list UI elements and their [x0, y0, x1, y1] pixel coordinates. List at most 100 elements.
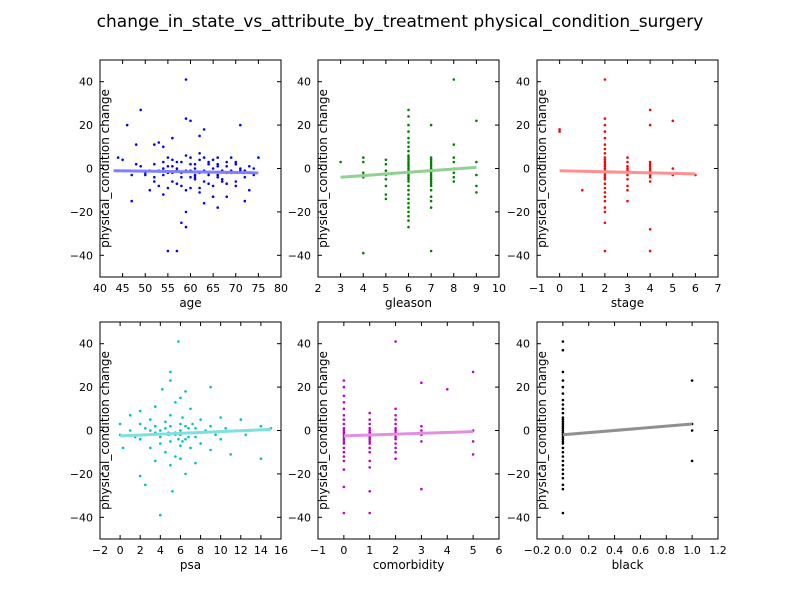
data-point: [184, 472, 187, 476]
data-point: [193, 173, 197, 177]
data-point: [184, 188, 188, 192]
data-point: [407, 188, 410, 192]
data-point: [561, 476, 565, 480]
data-point: [248, 165, 251, 168]
data-point: [198, 152, 201, 155]
data-point: [184, 154, 188, 157]
data-point: [166, 156, 170, 159]
data-point: [138, 409, 142, 413]
data-point: [177, 340, 180, 343]
data-point: [475, 184, 478, 188]
data-point: [452, 175, 456, 179]
data-point: [138, 437, 142, 441]
data-point: [368, 440, 372, 443]
data-point: [154, 424, 157, 428]
data-point: [342, 427, 346, 430]
data-point: [138, 422, 142, 426]
data-point: [171, 490, 174, 493]
data-point: [342, 394, 346, 398]
data-point: [194, 461, 197, 465]
data-point: [561, 424, 565, 428]
data-point: [149, 446, 152, 450]
data-point: [207, 182, 210, 185]
data-point: [342, 485, 346, 489]
data-point: [175, 182, 179, 185]
data-point: [139, 165, 142, 168]
data-point: [648, 162, 652, 166]
data-point: [207, 160, 210, 164]
x-tick-label: 2: [601, 282, 608, 295]
data-point: [429, 158, 433, 162]
x-tick-label: 75: [251, 282, 265, 295]
data-point: [603, 175, 607, 179]
data-point: [342, 437, 346, 441]
x-tick-label: 4: [444, 544, 451, 557]
data-point: [429, 180, 433, 183]
data-point: [342, 459, 346, 463]
data-point: [394, 446, 397, 450]
y-tick-label: 20: [79, 381, 93, 394]
data-point: [153, 180, 156, 183]
data-point: [368, 459, 372, 463]
data-point: [603, 186, 607, 190]
data-point: [603, 206, 607, 209]
data-point: [184, 117, 188, 120]
data-point: [561, 403, 565, 406]
x-tick-label: 3: [337, 282, 344, 295]
data-point: [161, 388, 164, 391]
data-point: [429, 184, 433, 188]
data-point: [648, 180, 652, 183]
data-point: [342, 446, 346, 450]
data-point: [603, 173, 607, 177]
data-point: [259, 424, 263, 428]
data-point: [603, 143, 607, 146]
data-point: [561, 411, 565, 415]
data-point: [207, 162, 210, 166]
y-tick-label: 40: [297, 338, 311, 351]
data-point: [342, 418, 346, 421]
data-point: [648, 173, 652, 177]
data-point: [134, 143, 138, 146]
data-point: [561, 446, 565, 450]
data-point: [259, 457, 263, 461]
data-point: [561, 422, 565, 426]
y-tick-label: −40: [507, 249, 530, 262]
x-tick-label: 10: [492, 282, 506, 295]
data-point: [130, 199, 133, 203]
data-point: [184, 78, 188, 81]
data-point: [407, 219, 410, 222]
data-point: [189, 119, 192, 123]
data-point: [603, 249, 607, 253]
data-point: [603, 117, 607, 120]
data-point: [162, 160, 165, 164]
data-point: [220, 178, 224, 181]
data-point: [671, 167, 675, 170]
x-tick-label: 80: [274, 282, 288, 295]
y-tick-label: −40: [288, 511, 311, 524]
data-point: [561, 450, 565, 454]
data-point: [561, 442, 565, 445]
x-tick-label: 4: [360, 282, 367, 295]
y-tick-label: 40: [297, 76, 311, 89]
data-point: [144, 483, 147, 487]
y-axis-label: physical_condition change: [316, 89, 330, 248]
x-tick-label: 2: [392, 544, 399, 557]
x-tick-label: 0.4: [606, 544, 624, 557]
data-point: [153, 175, 156, 179]
y-tick-label: 40: [79, 338, 93, 351]
data-point: [149, 429, 152, 432]
data-point: [626, 167, 629, 170]
subplot-grid: 40 45 50 55 60 65 70 75 80−40−2002040agephysical…: [70, 59, 727, 572]
data-point: [153, 162, 156, 166]
x-tick-label: 0: [340, 544, 347, 557]
y-tick-label: 20: [297, 381, 311, 394]
data-point: [202, 128, 206, 131]
data-point: [429, 199, 433, 203]
data-point: [394, 457, 397, 461]
x-tick-label: 4: [647, 282, 654, 295]
data-point: [219, 437, 222, 441]
subplot-psa: −2 0 2 4 6 8 10 12 14 16−40−2002040psaphysical_co…: [70, 321, 288, 572]
data-point: [234, 160, 238, 164]
x-axis-label: age: [179, 296, 201, 310]
data-point: [211, 195, 215, 198]
